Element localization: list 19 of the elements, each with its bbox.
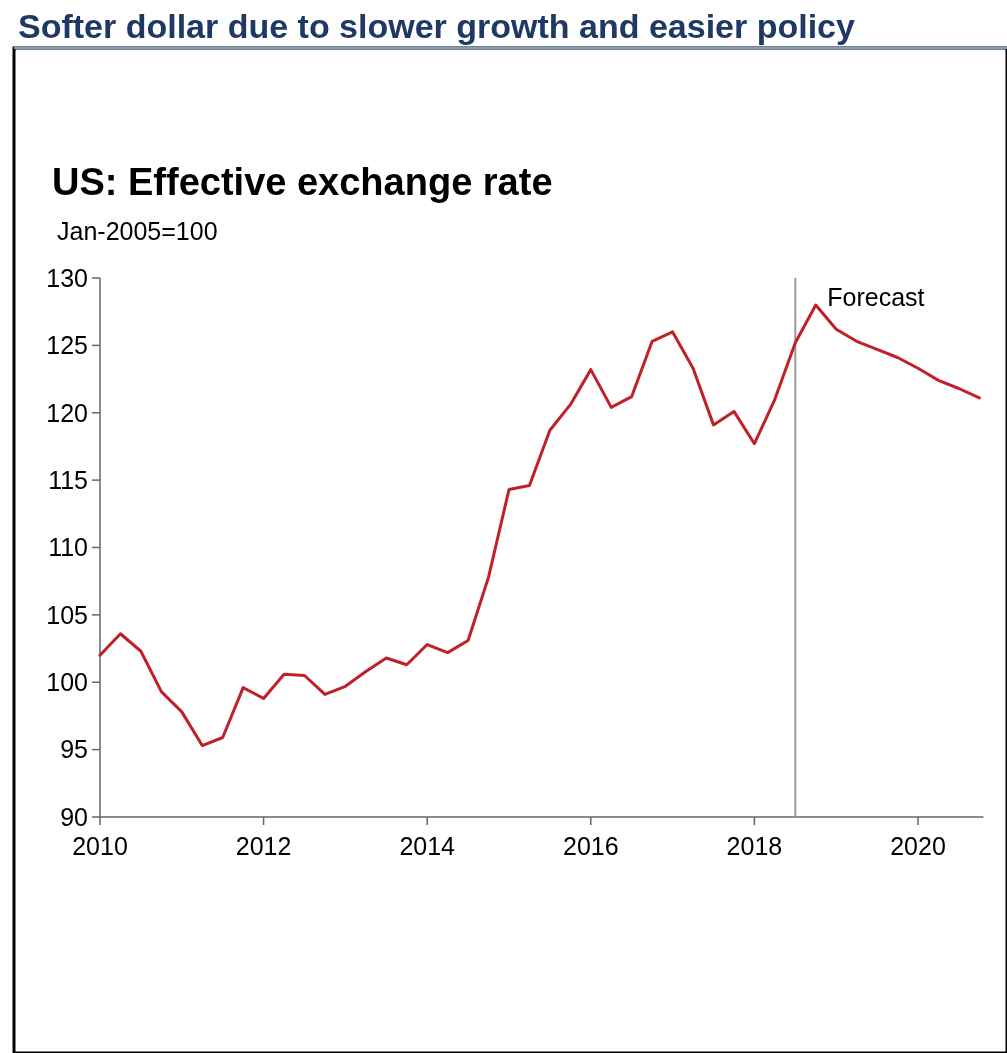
x-tick-label: 2014 <box>399 832 456 860</box>
x-tick-label: 2016 <box>562 832 619 860</box>
chart-title: Softer dollar due to slower growth and easier policy <box>18 7 856 45</box>
x-tick-label: 2020 <box>890 832 946 860</box>
chart-subtitle: US: Effective exchange rate <box>52 161 553 203</box>
x-tick-label: 2018 <box>726 832 783 860</box>
y-axis-title: Jan-2005=100 <box>57 217 218 245</box>
x-tick-label: 2010 <box>72 832 128 860</box>
y-tick-label: 95 <box>60 735 88 764</box>
y-tick-label: 120 <box>46 398 88 427</box>
y-tick-label: 115 <box>48 465 88 494</box>
y-tick-label: 125 <box>46 331 88 360</box>
y-tick-label: 100 <box>46 668 88 696</box>
x-tick-label: 2012 <box>235 832 292 860</box>
ref-line-label: Forecast <box>827 283 925 311</box>
y-tick-label: 110 <box>48 533 88 562</box>
y-tick-label: 130 <box>46 263 88 292</box>
y-tick-label: 105 <box>46 600 88 629</box>
y-tick-label: 90 <box>60 802 88 831</box>
